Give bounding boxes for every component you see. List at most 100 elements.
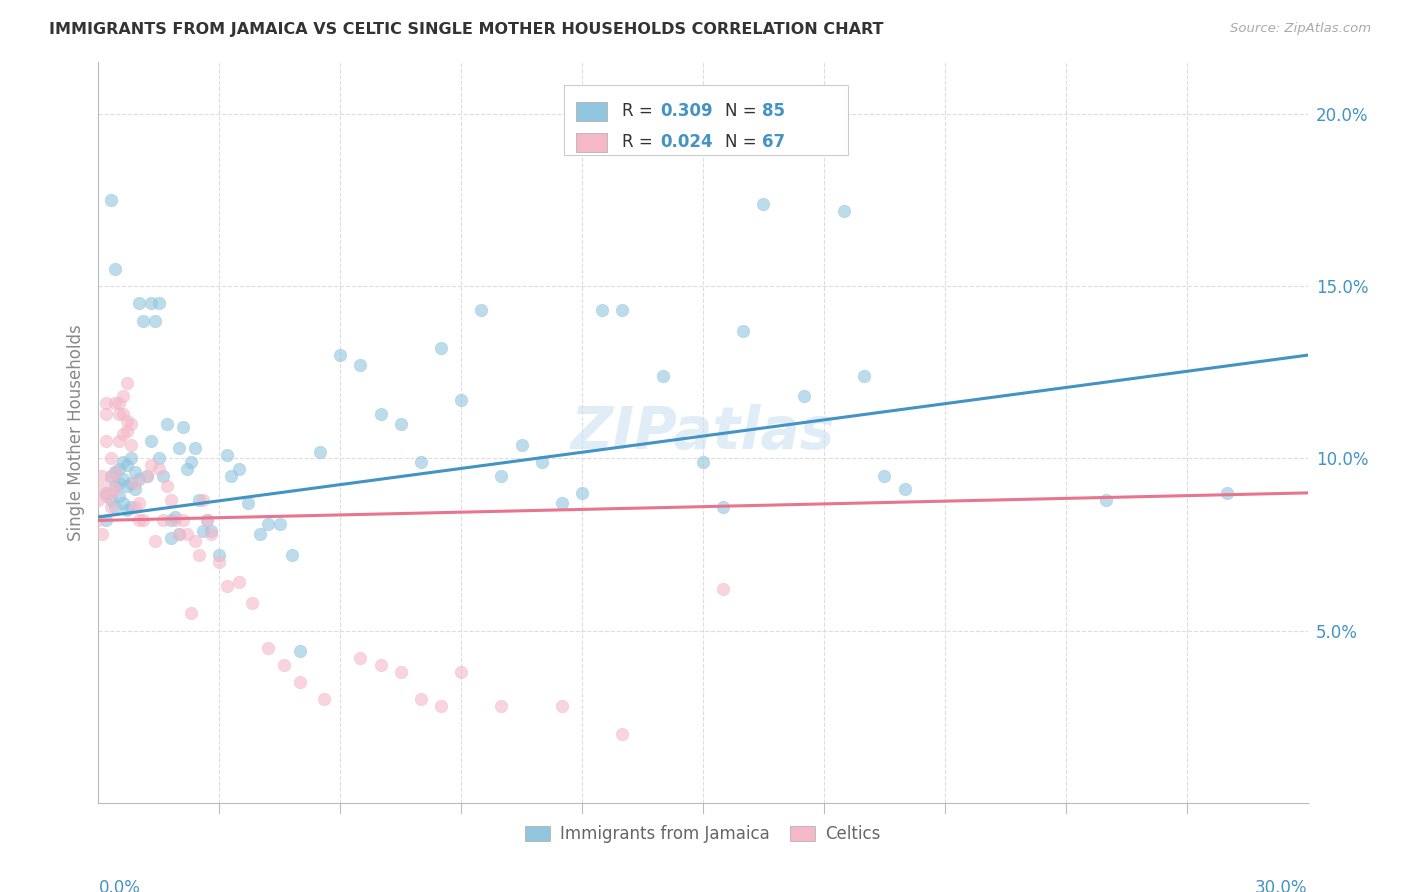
Point bbox=[96, 513, 118, 527]
Point bbox=[612, 727, 634, 741]
Point bbox=[120, 417, 142, 431]
Point bbox=[409, 455, 432, 469]
Point bbox=[193, 492, 215, 507]
Point bbox=[111, 472, 134, 486]
Point bbox=[184, 534, 207, 549]
Point bbox=[249, 527, 271, 541]
Point bbox=[893, 483, 915, 497]
Point bbox=[87, 513, 110, 527]
Point bbox=[172, 420, 194, 434]
Text: 0.024: 0.024 bbox=[661, 133, 713, 152]
Point bbox=[103, 465, 125, 479]
Point bbox=[107, 489, 129, 503]
Point bbox=[120, 500, 142, 514]
Point bbox=[208, 548, 231, 562]
Point bbox=[591, 303, 613, 318]
Point bbox=[370, 407, 392, 421]
Point bbox=[120, 438, 142, 452]
Point bbox=[651, 368, 673, 383]
Text: 85: 85 bbox=[762, 103, 785, 120]
Point bbox=[124, 475, 146, 490]
Point bbox=[236, 496, 259, 510]
Text: 0.309: 0.309 bbox=[661, 103, 713, 120]
Point bbox=[832, 203, 855, 218]
Point bbox=[120, 475, 142, 490]
Point bbox=[115, 503, 138, 517]
Y-axis label: Single Mother Households: Single Mother Households bbox=[66, 325, 84, 541]
Point bbox=[510, 438, 533, 452]
Point bbox=[269, 516, 291, 531]
Point bbox=[135, 468, 157, 483]
Point bbox=[96, 489, 118, 503]
Text: R =: R = bbox=[621, 103, 658, 120]
Point bbox=[180, 607, 202, 621]
Point bbox=[195, 513, 218, 527]
Point bbox=[91, 468, 114, 483]
Point bbox=[273, 658, 295, 673]
Point bbox=[115, 424, 138, 438]
Point bbox=[103, 500, 125, 514]
Point bbox=[256, 516, 278, 531]
Point bbox=[111, 427, 134, 442]
Point bbox=[111, 496, 134, 510]
Point bbox=[107, 434, 129, 449]
Point bbox=[200, 527, 222, 541]
Point bbox=[96, 396, 118, 410]
Point bbox=[163, 510, 186, 524]
Point bbox=[240, 596, 263, 610]
Point bbox=[551, 699, 574, 714]
Point bbox=[711, 500, 734, 514]
Point bbox=[103, 465, 125, 479]
Text: 67: 67 bbox=[762, 133, 786, 152]
Point bbox=[228, 575, 250, 590]
Text: R =: R = bbox=[621, 133, 658, 152]
Point bbox=[167, 441, 190, 455]
Point bbox=[115, 413, 138, 427]
Point bbox=[853, 368, 876, 383]
Point bbox=[160, 492, 183, 507]
Point bbox=[115, 376, 138, 390]
Legend: Immigrants from Jamaica, Celtics: Immigrants from Jamaica, Celtics bbox=[519, 819, 887, 850]
Point bbox=[571, 486, 593, 500]
Point bbox=[389, 417, 412, 431]
Point bbox=[156, 479, 179, 493]
Point bbox=[103, 483, 125, 497]
Point bbox=[100, 486, 122, 500]
Point bbox=[148, 451, 170, 466]
Bar bbox=[576, 102, 607, 121]
Point bbox=[91, 483, 114, 497]
Point bbox=[120, 451, 142, 466]
Point bbox=[128, 472, 150, 486]
Point bbox=[1095, 492, 1118, 507]
Text: Source: ZipAtlas.com: Source: ZipAtlas.com bbox=[1230, 22, 1371, 36]
Point bbox=[124, 500, 146, 514]
Point bbox=[111, 389, 134, 403]
Point bbox=[370, 658, 392, 673]
Point bbox=[195, 513, 218, 527]
Point bbox=[491, 699, 513, 714]
Point bbox=[450, 665, 472, 679]
Point bbox=[107, 396, 129, 410]
Point bbox=[124, 483, 146, 497]
Point bbox=[103, 396, 125, 410]
Point bbox=[793, 389, 815, 403]
Point bbox=[100, 500, 122, 514]
Point bbox=[111, 455, 134, 469]
Point bbox=[156, 417, 179, 431]
Point bbox=[87, 492, 110, 507]
Point bbox=[389, 665, 412, 679]
Point bbox=[160, 531, 183, 545]
Point bbox=[176, 527, 198, 541]
Point bbox=[180, 455, 202, 469]
Point bbox=[172, 513, 194, 527]
Point bbox=[103, 479, 125, 493]
Point bbox=[873, 468, 896, 483]
Point bbox=[128, 496, 150, 510]
Point bbox=[139, 458, 162, 473]
Point bbox=[530, 455, 553, 469]
Point bbox=[107, 462, 129, 476]
Point bbox=[281, 548, 304, 562]
Point bbox=[100, 468, 122, 483]
Text: IMMIGRANTS FROM JAMAICA VS CELTIC SINGLE MOTHER HOUSEHOLDS CORRELATION CHART: IMMIGRANTS FROM JAMAICA VS CELTIC SINGLE… bbox=[49, 22, 884, 37]
Point bbox=[160, 513, 183, 527]
